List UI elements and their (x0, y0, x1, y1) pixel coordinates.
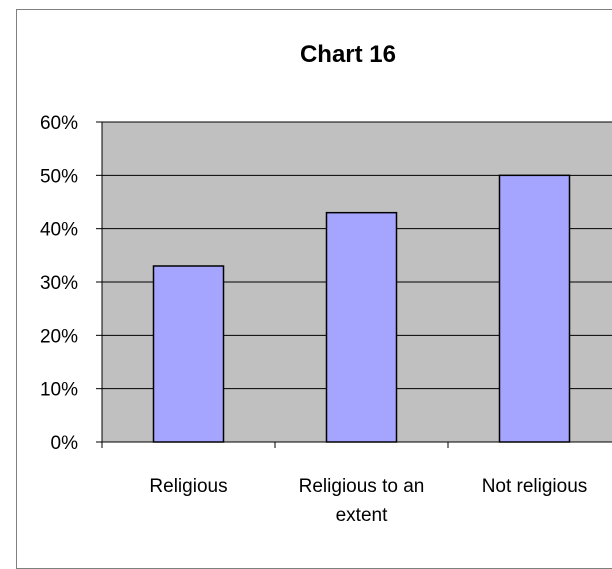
x-tick-label: Religious to an (299, 476, 425, 497)
x-tick-label: Not religious (482, 476, 588, 497)
x-axis: Religious Religious to an extent Not religi… (101, 441, 612, 526)
bar (152, 265, 225, 443)
x-tick-label: extent (336, 505, 388, 526)
y-axis: 0% 10% 20% 30% 40% 50% 60% (40, 113, 103, 454)
y-tick-label: 60% (40, 113, 78, 134)
y-tick-label: 40% (40, 220, 78, 241)
y-tick-label: 30% (40, 273, 78, 294)
bar-chart: Chart 16 0%10%20%30%40%50%60% Religious R… (40, 41, 612, 526)
bars (152, 174, 571, 443)
y-tick-label: 0% (51, 433, 79, 454)
x-tick-label: Religious (149, 476, 227, 497)
bar (325, 211, 398, 443)
y-tick-label: 50% (40, 166, 78, 187)
bar (498, 174, 571, 443)
y-tick-label: 20% (40, 326, 78, 347)
chart-title: Chart 16 (300, 41, 396, 68)
y-tick-label: 10% (40, 380, 78, 401)
